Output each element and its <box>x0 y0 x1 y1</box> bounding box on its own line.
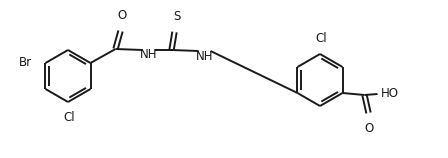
Text: S: S <box>173 10 180 23</box>
Text: NH: NH <box>196 49 213 63</box>
Text: Br: Br <box>19 55 33 69</box>
Text: NH: NH <box>140 49 157 61</box>
Text: Cl: Cl <box>315 32 327 45</box>
Text: O: O <box>117 9 126 22</box>
Text: O: O <box>364 122 373 135</box>
Text: HO: HO <box>380 86 399 100</box>
Text: Cl: Cl <box>63 111 75 124</box>
